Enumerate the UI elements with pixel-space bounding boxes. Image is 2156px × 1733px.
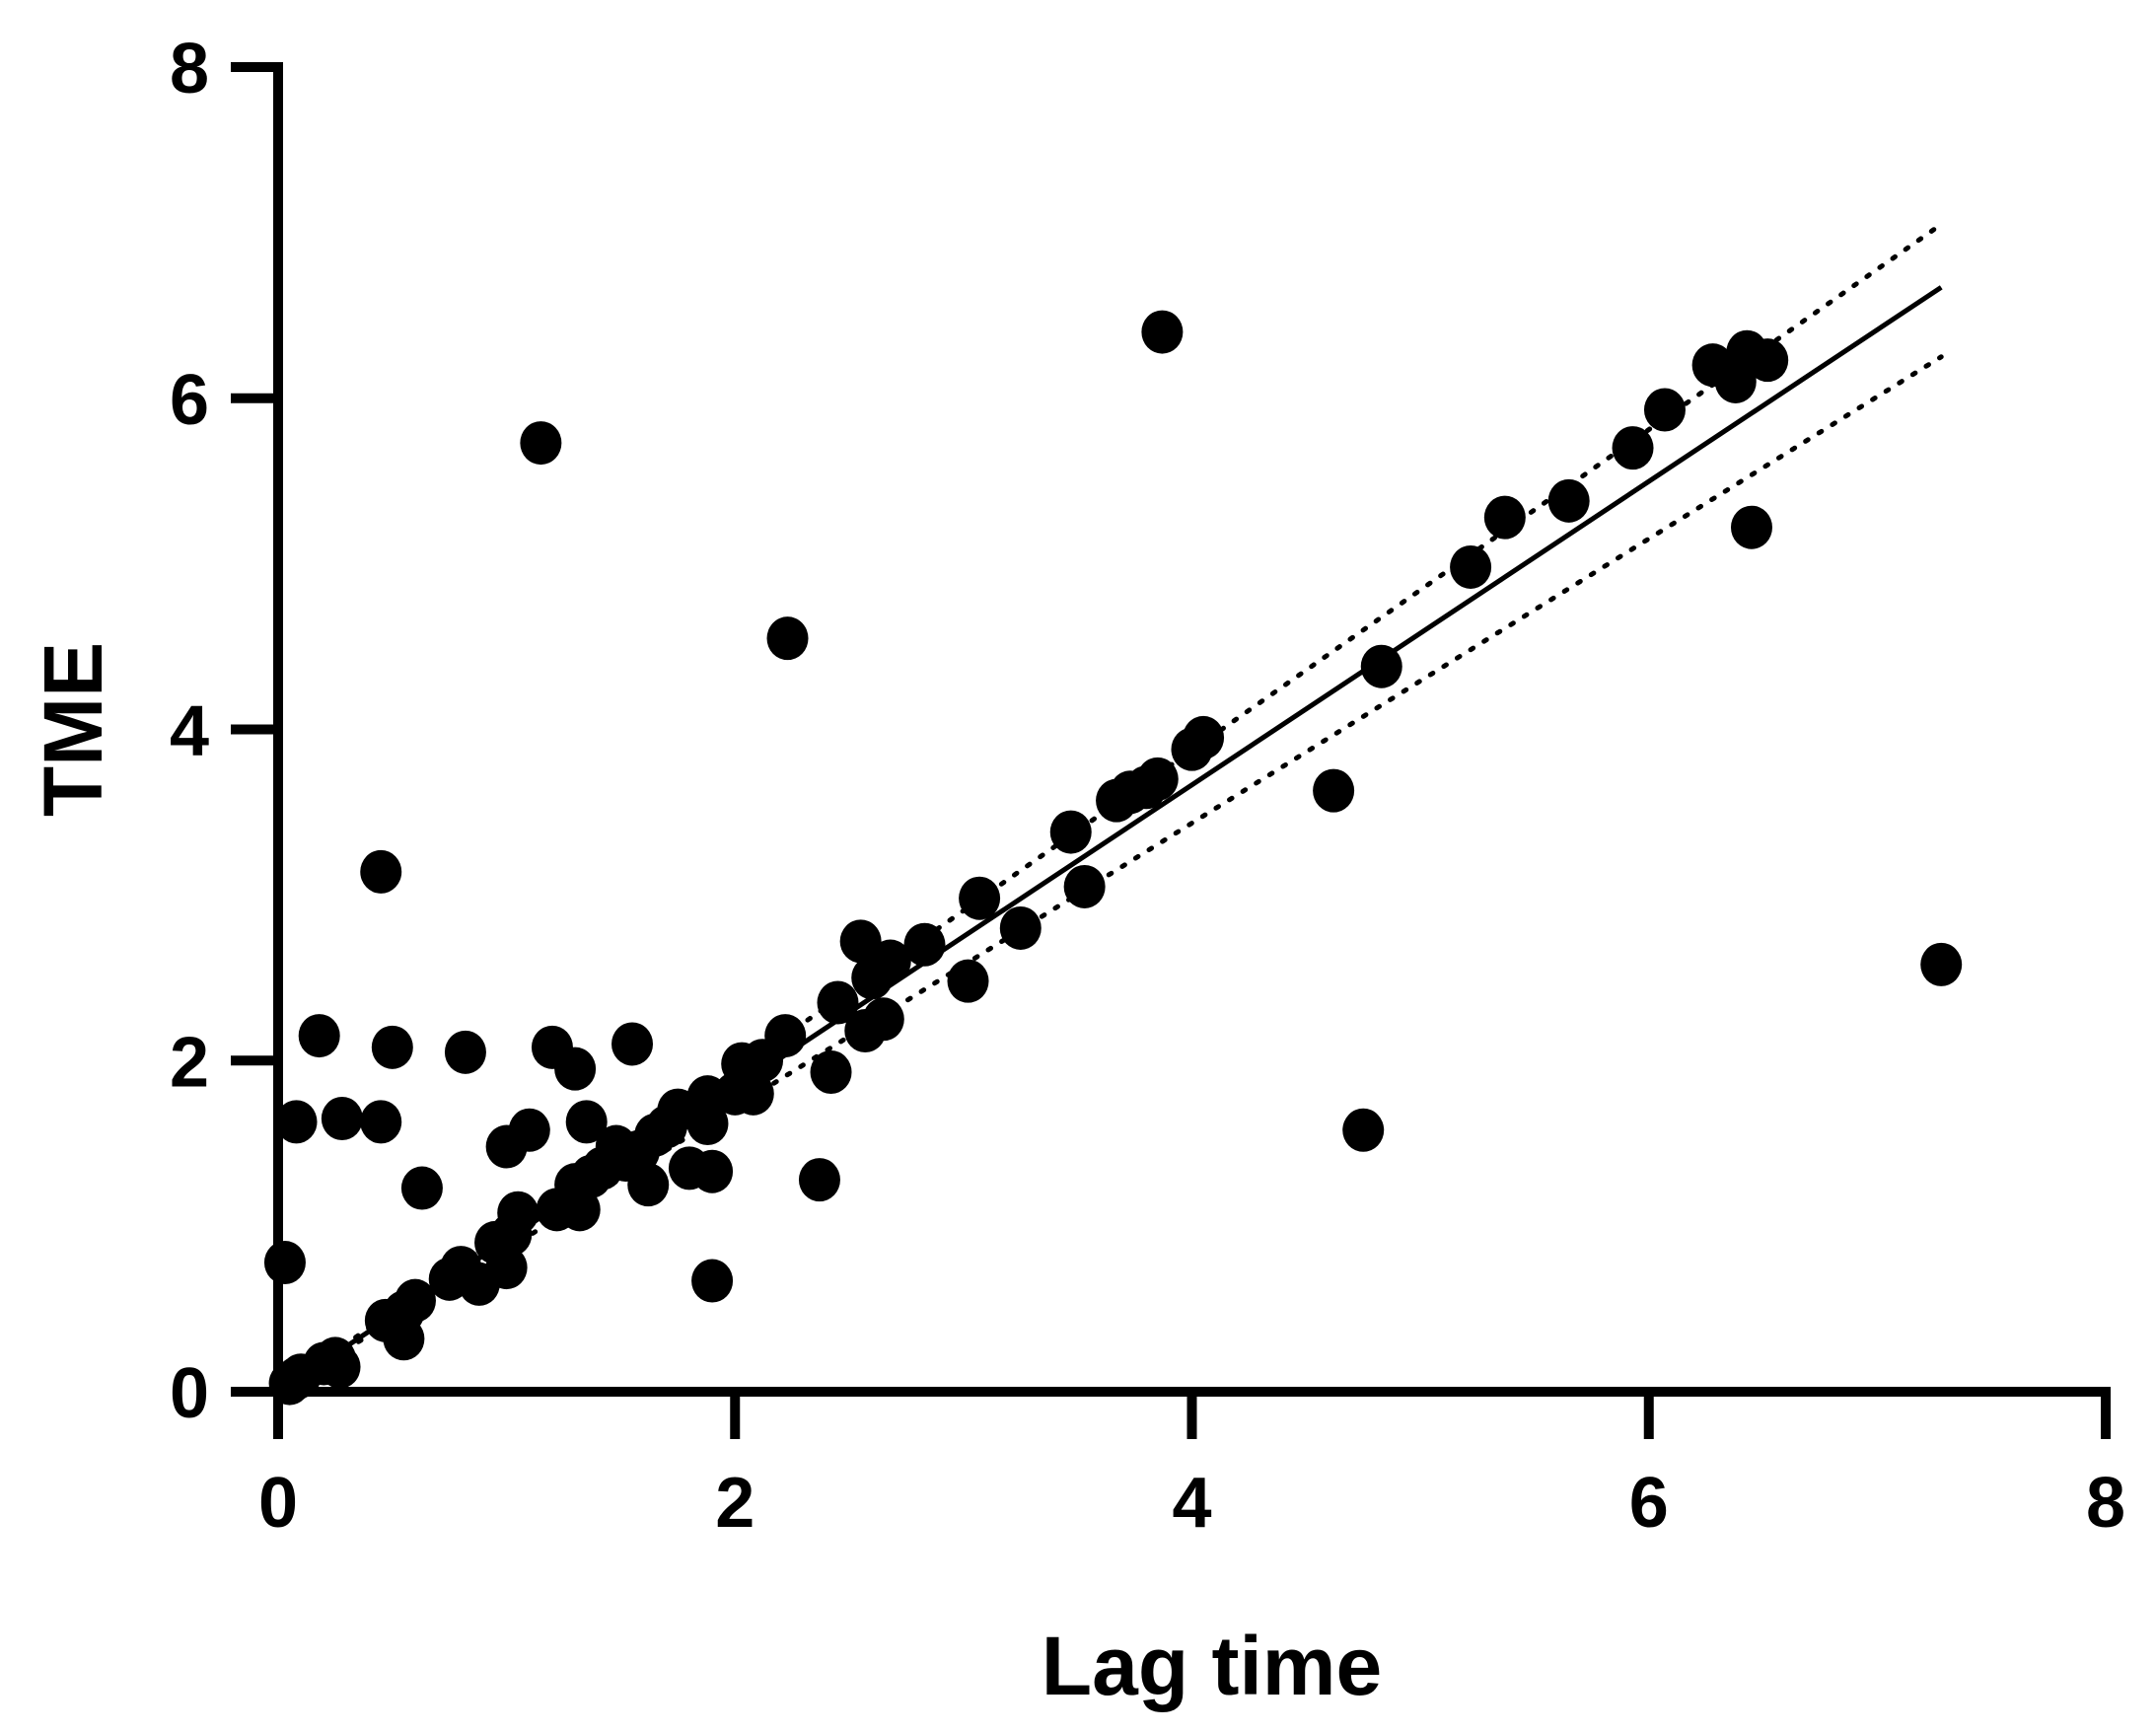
data-point (508, 1108, 550, 1152)
data-point (1342, 1108, 1385, 1152)
data-point (1730, 505, 1772, 549)
x-tick-label: 6 (1629, 1464, 1669, 1543)
y-tick-label: 4 (170, 692, 209, 771)
plot-area (263, 221, 1963, 1406)
data-point (400, 1166, 443, 1210)
data-point (1612, 426, 1654, 470)
data-point (1141, 310, 1184, 354)
data-point (732, 1071, 774, 1116)
y-axis-ticks: 0 2 4 6 8 (170, 30, 278, 1433)
data-point (691, 1149, 734, 1193)
data-point (444, 1030, 486, 1074)
data-point (839, 919, 882, 964)
y-tick-label: 0 (170, 1354, 209, 1433)
data-point (1547, 478, 1590, 523)
data-point (383, 1317, 425, 1361)
data-point (554, 1047, 597, 1091)
data-point (959, 876, 1001, 920)
ci-lower-line (275, 354, 1944, 1395)
data-point (947, 959, 989, 1003)
data-point (1063, 864, 1106, 908)
data-point (497, 1191, 539, 1235)
data-point (565, 1100, 608, 1144)
data-point (1360, 644, 1402, 688)
data-point (1747, 338, 1789, 383)
data-point (520, 421, 562, 466)
data-point (360, 1100, 402, 1144)
data-point (1483, 495, 1526, 540)
data-point (764, 1014, 807, 1058)
data-point (558, 1188, 601, 1232)
data-point (903, 922, 946, 967)
data-point (1183, 715, 1225, 759)
y-axis-title: TME (27, 642, 119, 817)
data-point (869, 939, 911, 983)
data-point (263, 1241, 306, 1285)
data-point (810, 1050, 852, 1095)
data-point (1049, 810, 1092, 854)
data-point (371, 1025, 413, 1069)
x-tick-label: 4 (1172, 1464, 1211, 1543)
data-point (1136, 757, 1179, 801)
data-point (319, 1344, 361, 1389)
x-tick-label: 0 (258, 1464, 298, 1543)
data-point (862, 997, 904, 1042)
data-point (360, 849, 402, 894)
x-axis-title: Lag time (1042, 1620, 1382, 1712)
x-tick-label: 8 (2086, 1464, 2125, 1543)
data-point (485, 1246, 528, 1290)
data-point (1450, 544, 1492, 589)
data-point (999, 905, 1042, 950)
data-point (1313, 768, 1355, 813)
data-point (611, 1022, 654, 1066)
y-tick-label: 8 (170, 30, 209, 108)
data-point (321, 1097, 363, 1141)
y-tick-label: 6 (170, 361, 209, 440)
data-point (394, 1278, 436, 1323)
data-point (817, 980, 859, 1025)
data-point (1643, 388, 1686, 432)
y-tick-label: 2 (170, 1023, 209, 1102)
data-point (798, 1158, 840, 1202)
data-point (298, 1014, 340, 1058)
data-point (275, 1100, 318, 1144)
x-axis-ticks: 0 2 4 6 8 (258, 1392, 2125, 1543)
data-point (766, 616, 809, 661)
data-point (1920, 942, 1963, 986)
x-tick-label: 2 (715, 1464, 755, 1543)
data-point (627, 1163, 670, 1207)
data-point (691, 1259, 734, 1303)
